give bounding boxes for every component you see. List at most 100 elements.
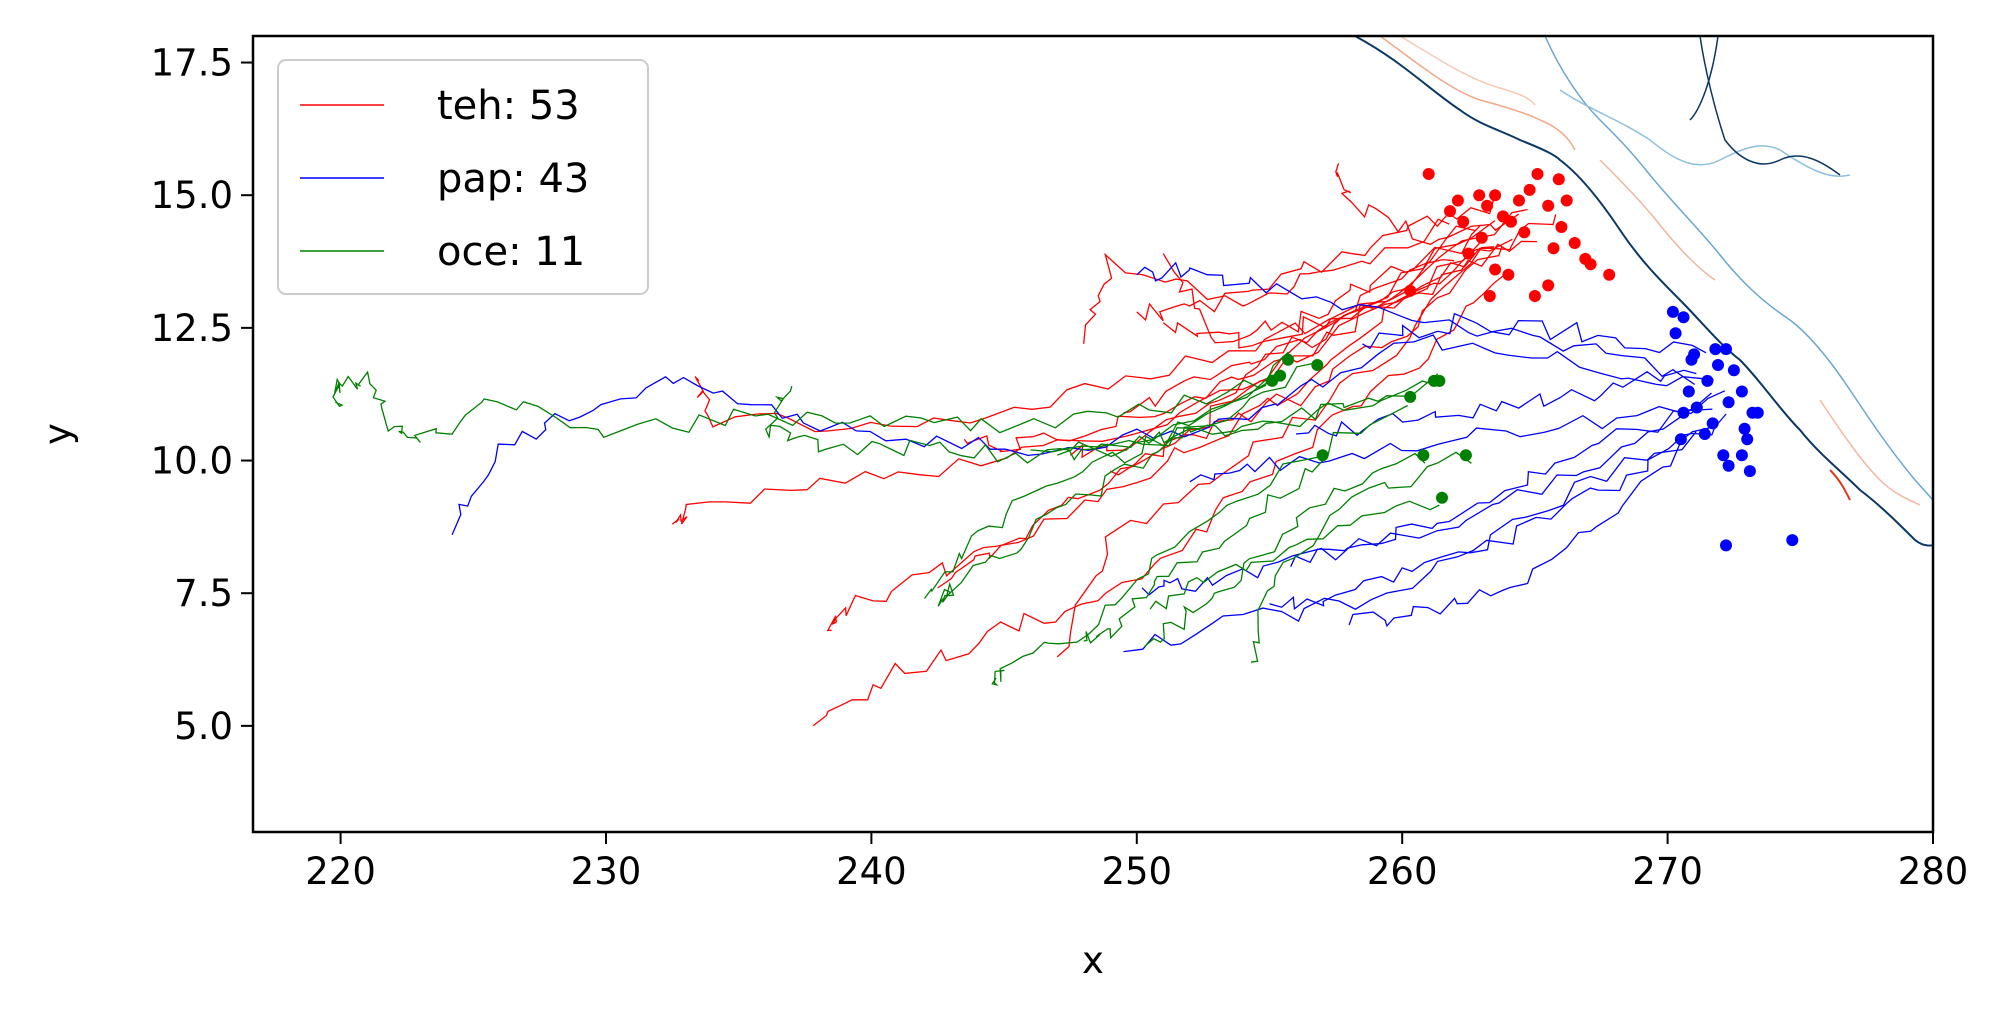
start-point-oce bbox=[1274, 369, 1287, 382]
start-point-teh bbox=[1603, 268, 1616, 281]
track-line-teh bbox=[671, 240, 1482, 525]
track-line-teh bbox=[1056, 246, 1495, 658]
start-point-teh bbox=[1489, 263, 1502, 276]
start-point-teh bbox=[1518, 226, 1531, 239]
start-point-pap bbox=[1722, 459, 1735, 472]
contour-inner bbox=[1819, 399, 1921, 506]
coastline bbox=[1354, 36, 1933, 547]
start-point-teh bbox=[1528, 290, 1541, 302]
track-line-teh bbox=[1110, 246, 1503, 476]
start-point-pap bbox=[1688, 348, 1701, 361]
start-point-teh bbox=[1568, 237, 1581, 249]
track-line-teh bbox=[1123, 240, 1538, 414]
start-point-pap bbox=[1709, 343, 1722, 356]
x-tick-label: 230 bbox=[571, 850, 642, 893]
track-line-pap bbox=[1269, 431, 1697, 611]
track-line-oce bbox=[923, 351, 1289, 599]
start-point-pap bbox=[1735, 385, 1748, 398]
track-line-teh bbox=[694, 220, 1496, 433]
track-line-pap bbox=[1295, 369, 1697, 437]
track-line-pap bbox=[1189, 392, 1712, 483]
contour-inner bbox=[1829, 469, 1851, 501]
markers-layer bbox=[1266, 168, 1799, 552]
start-point-oce bbox=[1436, 491, 1448, 504]
x-tick-label: 260 bbox=[1367, 850, 1438, 893]
y-tick-label: 15.0 bbox=[151, 174, 233, 217]
track-line-oce bbox=[764, 374, 1284, 464]
start-point-teh bbox=[1560, 194, 1573, 207]
y-tick-label: 17.5 bbox=[151, 42, 233, 85]
track-line-pap bbox=[1136, 261, 1696, 386]
track-line-teh bbox=[1162, 214, 1557, 349]
y-tick-label: 10.0 bbox=[151, 440, 233, 483]
x-tick-label: 250 bbox=[1101, 850, 1172, 893]
tracks-layer bbox=[332, 163, 1727, 727]
start-point-pap bbox=[1690, 401, 1703, 414]
track-line-pap bbox=[1362, 312, 1707, 354]
start-point-pap bbox=[1720, 539, 1732, 552]
start-point-pap bbox=[1722, 396, 1735, 409]
legend-label-teh: teh: 53 bbox=[437, 83, 580, 129]
y-tick-label: 12.5 bbox=[151, 307, 233, 350]
start-point-pap bbox=[1738, 422, 1751, 435]
track-line-pap bbox=[451, 334, 1714, 536]
start-point-teh bbox=[1513, 194, 1525, 207]
start-point-teh bbox=[1542, 199, 1555, 212]
start-point-teh bbox=[1555, 221, 1568, 233]
start-point-pap bbox=[1741, 433, 1754, 446]
x-axis-label: x bbox=[1082, 939, 1104, 982]
start-point-teh bbox=[1542, 279, 1555, 292]
start-point-teh bbox=[1505, 215, 1517, 228]
y-axis: 5.0 7.5 10.0 12.5 15.0 17.5 bbox=[151, 42, 253, 748]
contour-inner bbox=[1379, 36, 1576, 151]
start-point-oce bbox=[1459, 449, 1472, 462]
contour-shelf bbox=[1544, 36, 1933, 501]
start-point-teh bbox=[1404, 284, 1417, 297]
track-line-oce bbox=[1144, 452, 1426, 647]
start-point-pap bbox=[1735, 449, 1748, 462]
x-tick-label: 270 bbox=[1632, 850, 1703, 893]
track-line-oce bbox=[937, 361, 1320, 607]
start-point-teh bbox=[1584, 258, 1597, 271]
start-point-pap bbox=[1712, 359, 1724, 371]
track-line-teh bbox=[1162, 224, 1481, 344]
legend-label-pap: pap: 43 bbox=[437, 156, 589, 202]
y-tick-label: 7.5 bbox=[174, 572, 233, 615]
start-point-teh bbox=[1422, 168, 1435, 180]
track-line-teh bbox=[963, 258, 1455, 453]
start-point-pap bbox=[1674, 433, 1687, 446]
start-point-oce bbox=[1404, 390, 1417, 403]
axes-frame bbox=[251, 34, 1935, 834]
start-point-teh bbox=[1451, 194, 1464, 207]
track-line-oce bbox=[1083, 454, 1329, 645]
start-point-pap bbox=[1717, 449, 1730, 462]
start-point-oce bbox=[1311, 359, 1324, 371]
start-point-pap bbox=[1786, 534, 1799, 547]
track-line-teh bbox=[1335, 163, 1520, 246]
track-line-teh bbox=[1083, 218, 1450, 344]
track-line-teh bbox=[812, 275, 1504, 727]
start-point-teh bbox=[1481, 199, 1494, 212]
contour-shelf bbox=[1559, 89, 1851, 177]
start-point-pap bbox=[1698, 428, 1711, 440]
start-point-teh bbox=[1457, 215, 1470, 228]
start-point-pap bbox=[1751, 406, 1764, 419]
start-point-pap bbox=[1701, 374, 1714, 387]
start-point-pap bbox=[1677, 406, 1690, 419]
track-line-pap bbox=[1141, 408, 1713, 596]
track-line-teh bbox=[1136, 192, 1496, 322]
y-tick-label: 5.0 bbox=[174, 705, 233, 748]
start-point-oce bbox=[1316, 449, 1329, 462]
start-point-oce bbox=[1433, 374, 1446, 387]
start-point-pap bbox=[1682, 385, 1695, 398]
start-point-pap bbox=[1706, 417, 1719, 430]
start-point-oce bbox=[1417, 449, 1430, 462]
start-point-teh bbox=[1473, 189, 1486, 202]
start-point-pap bbox=[1743, 465, 1756, 478]
y-axis-label: y bbox=[36, 423, 79, 445]
x-tick-label: 280 bbox=[1898, 850, 1969, 893]
track-line-teh bbox=[826, 238, 1513, 632]
start-point-teh bbox=[1462, 247, 1475, 260]
start-point-teh bbox=[1489, 189, 1502, 202]
